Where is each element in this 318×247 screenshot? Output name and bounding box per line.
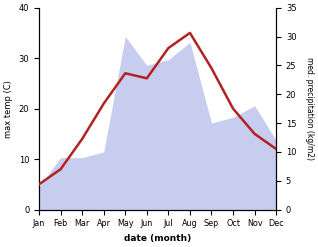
X-axis label: date (month): date (month) (124, 234, 191, 243)
Y-axis label: med. precipitation (kg/m2): med. precipitation (kg/m2) (305, 57, 314, 160)
Y-axis label: max temp (C): max temp (C) (4, 80, 13, 138)
